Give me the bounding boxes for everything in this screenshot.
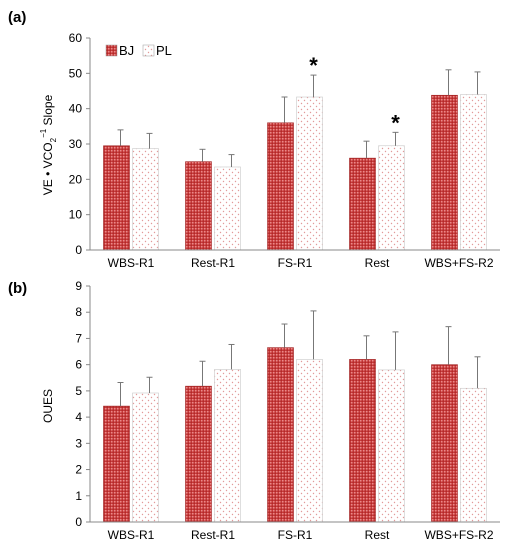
panel-a-bar-pl-rest: [378, 145, 405, 251]
legend: BJ PL: [105, 43, 172, 58]
panel-b-bar-pl-wbs-r1: [132, 392, 159, 523]
panel-b-y-tick-label: 8: [75, 305, 82, 319]
panel-a-bar-pl-wbs-r1: [132, 148, 159, 251]
panel-b-y-tick-label: 4: [75, 410, 82, 424]
panel-a-y-tick-label: 20: [69, 172, 83, 186]
panel-b-bar-pl-wbs-fs-r2: [460, 387, 487, 523]
panel-b-bar-bj-wbs-fs-r2: [431, 364, 458, 523]
panel-b-y-tick-label: 9: [75, 279, 82, 293]
panel-a-y-tick-label: 50: [69, 66, 83, 80]
panel-a-bar-bj-wbs-r1: [103, 145, 130, 251]
panel-b-y-tick-label: 2: [75, 463, 82, 477]
panel-b-bar-bj-wbs-r1: [103, 405, 130, 523]
panel-a-bar-bj-fs-r1: [267, 122, 294, 251]
panel-b-y-tick-label: 1: [75, 489, 82, 503]
panel-b-y-axis-label: OUES: [41, 389, 55, 423]
panel-a-y-tick-label: 60: [69, 31, 83, 45]
panel-a-bar-pl-rest-r1: [214, 166, 241, 251]
panel-a-y-axis-label: VE • VCO2−1 Slope: [39, 94, 58, 195]
panel-b-label: (b): [8, 280, 27, 297]
panel-a-y-tick-label: 30: [69, 137, 83, 151]
panel-a-significance-marker: *: [309, 53, 318, 78]
legend-swatch-pl: [142, 44, 155, 57]
panel-b-y-tick-label: 0: [75, 515, 82, 529]
panel-b-bar-bj-fs-r1: [267, 347, 294, 523]
panel-b-bar-bj-rest: [349, 359, 376, 523]
panel-b-bar-pl-rest-r1: [214, 369, 241, 523]
panel-b-x-tick-label: WBS+FS-R2: [424, 528, 493, 542]
panel-b-x-tick-label: Rest-R1: [191, 528, 235, 542]
panel-a-y-tick-label: 0: [75, 243, 82, 257]
panel-a-bar-bj-rest-r1: [185, 161, 212, 251]
panel-a-x-tick-label: WBS+FS-R2: [424, 256, 493, 270]
panel-a-bar-pl-fs-r1: [296, 96, 323, 251]
panel-b-bar-pl-fs-r1: [296, 359, 323, 523]
panel-b-x-tick-label: FS-R1: [278, 528, 313, 542]
panel-a-x-tick-label: Rest: [365, 256, 390, 270]
panel-b-y-tick-label: 3: [75, 436, 82, 450]
legend-swatch-bj: [105, 44, 118, 57]
panel-b-x-tick-label: Rest: [365, 528, 390, 542]
panel-a-x-tick-label: Rest-R1: [191, 256, 235, 270]
panel-a-bar-pl-wbs-fs-r2: [460, 94, 487, 251]
legend-label-pl: PL: [156, 43, 172, 58]
panel-a-y-tick-label: 40: [69, 102, 83, 116]
panel-b-y-tick-label: 5: [75, 384, 82, 398]
panel-a-significance-marker: *: [391, 110, 400, 135]
panel-a-y-tick-label: 10: [69, 208, 83, 222]
chart-panel-a: (a) VE • VCO2−1 Slope 0 10 20 30 40 50 60 * * W…: [8, 9, 500, 270]
panel-b-bar-pl-rest: [378, 369, 405, 523]
panel-b-y-tick-label: 6: [75, 358, 82, 372]
chart-panel-b: (b) OUES 0 1 2 3 4 5 6 7 8 9 WBS-R1 Rest-R1 FS-R1 Re…: [8, 279, 500, 542]
panel-a-bar-bj-rest: [349, 157, 376, 251]
panel-b-bar-bj-rest-r1: [185, 385, 212, 523]
panel-b-x-tick-label: WBS-R1: [108, 528, 155, 542]
legend-label-bj: BJ: [119, 43, 134, 58]
panel-a-x-tick-label: WBS-R1: [108, 256, 155, 270]
panel-a-bar-bj-wbs-fs-r2: [431, 94, 458, 251]
panel-a-x-tick-label: FS-R1: [278, 256, 313, 270]
panel-b-y-tick-label: 7: [75, 331, 82, 345]
panel-a-label: (a): [8, 9, 26, 26]
